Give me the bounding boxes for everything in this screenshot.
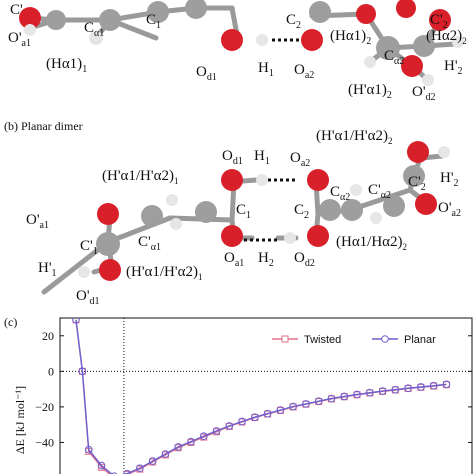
- label-o-a1: Oa1: [224, 250, 244, 269]
- data-point: [417, 383, 425, 391]
- label-c-alpha1: Cα1: [84, 20, 104, 39]
- legend: Twisted Planar: [272, 334, 436, 346]
- label-h-alpha1-2: (Hα1)2: [330, 28, 371, 47]
- data-point: [391, 385, 400, 394]
- data-point: [289, 402, 297, 411]
- series-layer: [72, 318, 451, 474]
- data-point: [187, 437, 195, 446]
- label-c-alpha2: Cα2: [384, 48, 404, 67]
- label-h1prime: H'1: [38, 260, 57, 279]
- label-o-d2prime: O'd2: [412, 84, 436, 103]
- label-h2: H2: [258, 250, 274, 269]
- label-c2prime: C'2: [408, 174, 426, 193]
- data-point: [238, 417, 246, 426]
- label-h-alpha1prime-2: (H'α1)2: [348, 82, 392, 101]
- label-h2prime: H'2: [444, 58, 463, 77]
- y-axis-ticks: 20 0 −20 −40: [35, 329, 472, 449]
- data-point: [84, 445, 93, 454]
- data-point: [136, 464, 144, 473]
- label-o-a1-prime: O'a1: [8, 30, 31, 49]
- label-c1: C1: [236, 202, 251, 221]
- label-h-mid-right: (Hα1/Hα2)2: [336, 234, 407, 252]
- label-h-top-right: (H'α1/H'α2)2: [316, 128, 392, 146]
- label-o-a2prime: O'a2: [438, 200, 461, 219]
- data-point: [365, 388, 374, 397]
- label-h2prime: H'2: [440, 170, 459, 189]
- data-point: [225, 422, 234, 430]
- label-o-a2: Oa2: [290, 150, 310, 169]
- energy-chart: 20 0 −20 −40 ΔE [kJ mol⁻¹] Twisted Planar: [13, 317, 473, 474]
- data-point: [314, 397, 323, 406]
- data-point: [404, 384, 412, 393]
- y-axis-label: ΔE [kJ mol⁻¹]: [13, 386, 27, 454]
- data-point: [97, 461, 106, 470]
- data-point: [123, 470, 131, 474]
- series-line: [75, 319, 447, 474]
- data-point: [429, 381, 438, 390]
- legend-label: Planar: [404, 334, 436, 346]
- planar-dimer-molecule: [41, 141, 450, 295]
- data-point: [199, 432, 208, 441]
- y-tick-label: −40: [35, 435, 54, 449]
- data-point: [442, 380, 451, 389]
- label-c-alpha1prime: C'α1: [138, 234, 161, 253]
- label-o-a1prime: O'a1: [26, 212, 49, 231]
- twisted-dimer-labels: C' O'a1 Cα1 (Hα1)1 C1 Od1 H1 C2 Oa2 (Hα1…: [8, 2, 467, 103]
- data-point: [251, 413, 259, 422]
- panel-c-caption: (c): [4, 315, 17, 329]
- data-point: [78, 367, 87, 376]
- label-c2prime: C'2: [430, 12, 448, 31]
- planar-dimer-labels: Od1 H1 Oa2 (H'α1/H'α2)2 (H'α1/H'α2)1 C'2…: [26, 128, 461, 307]
- label-o-d1: Od1: [196, 64, 217, 83]
- data-point: [327, 394, 336, 403]
- data-point: [302, 400, 310, 408]
- label-c-alpha2: Cα2: [330, 184, 350, 203]
- legend-marker: [381, 335, 389, 343]
- label-o-a2: Oa2: [294, 62, 314, 81]
- y-tick-label: 0: [48, 364, 54, 378]
- label-h-top-left: (H'α1/H'α2)1: [102, 168, 178, 186]
- series-planar: [72, 318, 451, 474]
- label-h-bot-left: (H'α1/H'α2)1: [126, 264, 202, 282]
- data-point: [212, 427, 221, 435]
- label-c2: C2: [294, 202, 309, 221]
- data-point: [111, 472, 118, 474]
- label-o-d1prime: O'd1: [76, 288, 100, 307]
- label-c1prime: C'1: [80, 238, 98, 257]
- data-point: [174, 443, 182, 451]
- data-point: [378, 387, 387, 395]
- label-h1: H1: [258, 60, 274, 79]
- series-line: [75, 319, 447, 474]
- label-c1prime-top: C': [10, 2, 23, 18]
- label-h1: H1: [254, 148, 270, 167]
- label-h-alpha1-1: (Hα1)1: [46, 56, 87, 75]
- series-twisted: [72, 318, 450, 474]
- plot-frame: [59, 317, 473, 474]
- legend-marker: [281, 335, 289, 343]
- oxygen-atom: [19, 7, 41, 29]
- label-o-d2: Od2: [294, 250, 315, 269]
- y-tick-label: −20: [35, 400, 54, 414]
- data-point: [276, 406, 285, 414]
- panel-b-caption: (b) Planar dimer: [4, 119, 83, 133]
- data-point: [161, 450, 170, 458]
- data-point: [72, 318, 80, 324]
- data-point: [148, 457, 157, 465]
- twisted-dimer-molecule: [19, 0, 464, 86]
- label-o-d1: Od1: [222, 148, 243, 167]
- label-h-alpha2-2: (Hα2)2: [426, 28, 467, 46]
- label-c-alpha2prime: C'α2: [368, 182, 391, 201]
- data-point: [353, 390, 361, 399]
- legend-label: Twisted: [304, 334, 341, 346]
- label-c2: C2: [286, 12, 301, 31]
- label-c1: C1: [146, 12, 161, 31]
- data-point: [340, 392, 349, 401]
- data-point: [263, 409, 272, 418]
- y-tick-label: 20: [42, 329, 54, 343]
